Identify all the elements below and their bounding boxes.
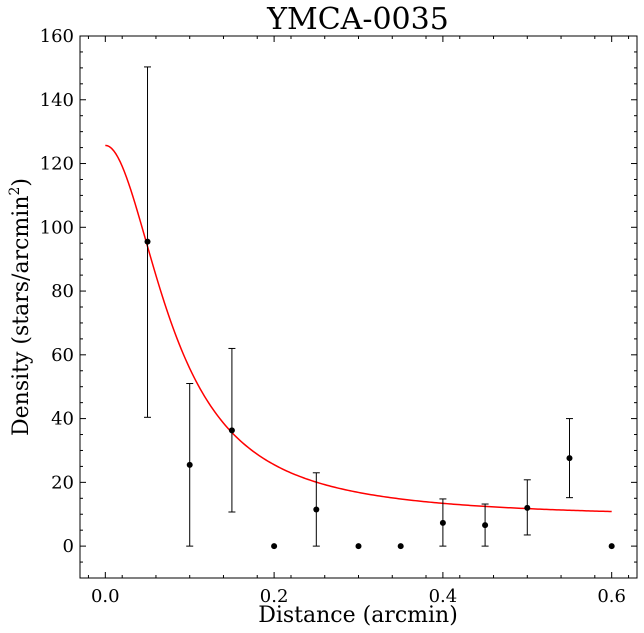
data-point-3 xyxy=(271,543,278,550)
data-point-0 xyxy=(144,238,151,245)
y-tick-label: 120 xyxy=(40,154,74,175)
data-point-11 xyxy=(608,543,615,550)
y-tick-label: 0 xyxy=(63,536,74,557)
data-point-7 xyxy=(439,519,446,526)
data-point-1 xyxy=(186,461,193,468)
data-point-10 xyxy=(566,455,573,462)
plot-area xyxy=(105,66,615,550)
y-tick-label: 40 xyxy=(51,409,74,430)
y-axis-label-close: ) xyxy=(9,178,34,187)
y-tick-label: 160 xyxy=(40,26,74,47)
axis-ticks: 0.0 0.2 0.4 0.6 0 20 40 60 80 100 120 140 160 xyxy=(40,26,637,607)
x-tick-label: 0.2 xyxy=(260,586,289,607)
x-tick-label: 0.0 xyxy=(91,586,120,607)
y-tick-label: 80 xyxy=(51,281,74,302)
chart-title: YMCA-0035 xyxy=(266,2,449,37)
y-tick-label: 100 xyxy=(40,217,74,238)
x-axis-label: Distance (arcmin) xyxy=(258,603,458,628)
x-tick-label: 0.4 xyxy=(429,586,458,607)
y-axis-label: Density (stars/arcmin2) xyxy=(7,178,34,436)
data-point-9 xyxy=(524,504,531,511)
plot-frame xyxy=(79,35,638,579)
y-axis-label-superscript: 2 xyxy=(7,187,23,196)
data-point-5 xyxy=(355,543,362,550)
data-point-8 xyxy=(482,522,489,529)
fit-curve xyxy=(105,144,612,513)
x-tick-label: 0.6 xyxy=(597,586,626,607)
data-point-6 xyxy=(397,543,404,550)
y-tick-label: 20 xyxy=(51,472,74,493)
y-tick-label: 60 xyxy=(51,345,74,366)
y-axis-label-main: Density (stars/arcmin xyxy=(9,196,34,437)
data-point-2 xyxy=(228,427,235,434)
data-point-4 xyxy=(313,506,320,513)
y-tick-label: 140 xyxy=(40,90,74,111)
